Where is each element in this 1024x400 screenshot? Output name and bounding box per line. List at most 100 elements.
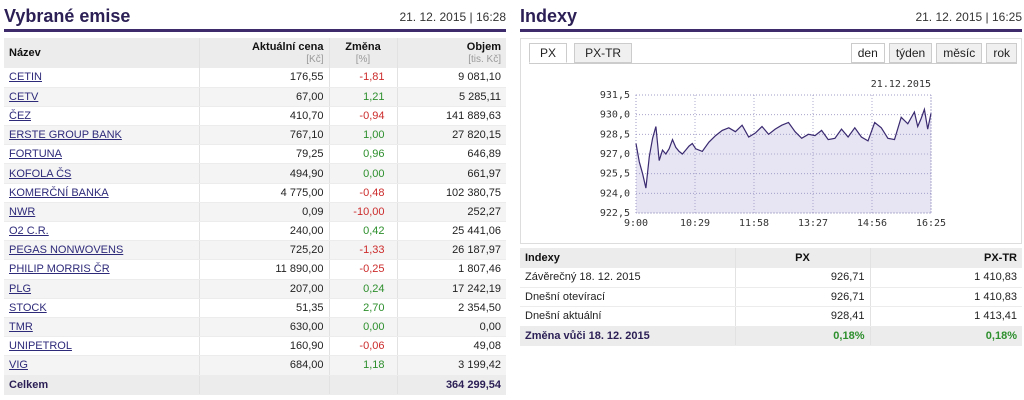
tab-px-tr[interactable]: PX-TR	[574, 43, 633, 63]
price-cell: 4 775,00	[199, 183, 330, 203]
table-row[interactable]: VIG 684,00 1,18 3 199,42	[4, 355, 506, 376]
stock-name-cell: ČEZ	[4, 106, 200, 127]
index-table: Indexy PX PX-TR Závěrečný 18. 12. 2015 92…	[520, 248, 1022, 346]
table-row[interactable]: O2 C.R. 240,00 0,42 25 441,06	[4, 221, 506, 242]
stock-name-cell: NWR	[4, 202, 200, 223]
change-cell: -1,33	[329, 240, 398, 261]
chart-frame	[635, 94, 932, 214]
stock-name-cell: KOMERČNÍ BANKA	[4, 183, 200, 203]
stock-link[interactable]: TMR	[9, 321, 33, 334]
range-tyden-button[interactable]: týden	[888, 43, 933, 63]
emise-table-header: Název Aktuální cena [Kč] Změna [%] Objem…	[4, 38, 506, 68]
stock-link[interactable]: CETIN	[9, 71, 42, 84]
stock-link[interactable]: NWR	[9, 205, 36, 218]
stock-link[interactable]: ČEZ	[9, 109, 31, 122]
table-row[interactable]: TMR 630,00 0,00 0,00	[4, 317, 506, 338]
col-change-label: Změna	[345, 41, 381, 53]
table-row: Závěrečný 18. 12. 2015 926,71 1 410,83	[520, 267, 1022, 288]
table-row[interactable]: UNIPETROL 160,90 -0,06 49,08	[4, 336, 506, 357]
y-tick-label: 922,5	[600, 208, 630, 219]
emise-total-row: Celkem 364 299,54	[4, 375, 506, 395]
idx-col-px-header: PX	[735, 248, 871, 268]
px-intraday-chart: 922,5 924,0 925,5 927,0 928,5 930,0 931,5 9:00 1…	[600, 79, 946, 229]
col-price-label: Aktuální cena	[251, 41, 324, 53]
table-row[interactable]: PLG 207,00 0,24 17 242,19	[4, 279, 506, 299]
stock-link[interactable]: CETV	[9, 90, 39, 103]
x-tick-label: 16:25	[916, 218, 946, 229]
x-tick-label: 11:58	[739, 218, 769, 229]
change-cell: -0,06	[329, 336, 398, 357]
col-change-unit: [%]	[355, 54, 371, 65]
col-change-header[interactable]: Změna [%]	[329, 38, 398, 68]
px-series-line	[635, 107, 932, 189]
table-row[interactable]: NWR 0,09 -10,00 252,27	[4, 202, 506, 223]
price-cell: 725,20	[199, 240, 330, 261]
range-den-button[interactable]: den	[850, 43, 885, 63]
volume-cell: 2 354,50	[397, 298, 506, 318]
idx-change-px: 0,18%	[735, 326, 871, 346]
idx-row-px: 928,41	[735, 306, 871, 327]
stock-link[interactable]: VIG	[9, 359, 28, 372]
tab-px[interactable]: PX	[529, 43, 568, 63]
emise-table: Název Aktuální cena [Kč] Změna [%] Objem…	[4, 38, 506, 395]
stock-link[interactable]: KOMERČNÍ BANKA	[9, 186, 109, 199]
idx-row-px: 926,71	[735, 267, 871, 288]
stock-name-cell: CETIN	[4, 68, 200, 88]
volume-cell: 17 242,19	[397, 279, 506, 299]
chart-area-fill	[636, 109, 931, 213]
change-cell: 0,00	[329, 163, 398, 184]
price-cell: 176,55	[199, 68, 330, 88]
volume-cell: 1 807,46	[397, 259, 506, 280]
price-cell: 207,00	[199, 279, 330, 299]
range-selector: den týden měsíc rok	[850, 43, 1017, 63]
col-volume-unit: [tis. Kč]	[468, 54, 501, 65]
stock-link[interactable]: STOCK	[9, 301, 47, 314]
idx-row-pxtr: 1 413,41	[870, 306, 1022, 327]
table-row[interactable]: PHILIP MORRIS ČR 11 890,00 -0,25 1 807,46	[4, 259, 506, 280]
y-tick-label: 930,0	[600, 110, 630, 121]
col-price-header[interactable]: Aktuální cena [Kč]	[199, 38, 330, 68]
table-row[interactable]: CETV 67,00 1,21 5 285,11	[4, 87, 506, 107]
table-row[interactable]: ERSTE GROUP BANK 767,10 1,00 27 820,15	[4, 125, 506, 146]
range-mesic-button[interactable]: měsíc	[936, 43, 983, 63]
col-volume-label: Objem	[466, 41, 501, 53]
table-row[interactable]: PEGAS NONWOVENS 725,20 -1,33 26 187,97	[4, 240, 506, 261]
idx-row-pxtr: 1 410,83	[870, 267, 1022, 288]
table-row[interactable]: CETIN 176,55 -1,81 9 081,10	[4, 68, 506, 88]
stock-link[interactable]: ERSTE GROUP BANK	[9, 129, 122, 142]
idx-change-label: Změna vůči 18. 12. 2015	[520, 326, 736, 346]
stock-link[interactable]: PHILIP MORRIS ČR	[9, 263, 110, 276]
stock-name-cell: ERSTE GROUP BANK	[4, 125, 200, 146]
stock-link[interactable]: O2 C.R.	[9, 225, 49, 238]
table-row[interactable]: KOFOLA ČS 494,90 0,00 661,97	[4, 163, 506, 184]
stock-name-cell: TMR	[4, 317, 200, 338]
y-tick-label: 924,0	[600, 188, 630, 199]
y-tick-label: 928,5	[600, 129, 630, 140]
table-row[interactable]: STOCK 51,35 2,70 2 354,50	[4, 298, 506, 318]
table-row: Dnešní otevírací 926,71 1 410,83	[520, 287, 1022, 307]
range-rok-button[interactable]: rok	[986, 43, 1017, 63]
col-name-header[interactable]: Název	[4, 38, 200, 68]
stock-name-cell: O2 C.R.	[4, 221, 200, 242]
volume-cell: 3 199,42	[397, 355, 506, 376]
stock-link[interactable]: FORTUNA	[9, 148, 62, 161]
price-cell: 11 890,00	[199, 259, 330, 280]
stock-link[interactable]: PLG	[9, 282, 32, 295]
index-table-header: Indexy PX PX-TR	[520, 248, 1022, 268]
stock-link[interactable]: KOFOLA ČS	[9, 167, 72, 180]
volume-cell: 9 081,10	[397, 68, 506, 88]
volume-cell: 141 889,63	[397, 106, 506, 127]
price-cell: 630,00	[199, 317, 330, 338]
table-row: Dnešní aktuální 928,41 1 413,41	[520, 306, 1022, 327]
volume-cell: 5 285,11	[397, 87, 506, 107]
change-cell: 1,21	[329, 87, 398, 107]
table-row[interactable]: FORTUNA 79,25 0,96 646,89	[4, 144, 506, 165]
total-price	[199, 375, 330, 395]
table-row[interactable]: ČEZ 410,70 -0,94 141 889,63	[4, 106, 506, 127]
stock-link[interactable]: PEGAS NONWOVENS	[9, 244, 124, 257]
col-volume-header[interactable]: Objem [tis. Kč]	[397, 38, 506, 68]
stock-name-cell: PEGAS NONWOVENS	[4, 240, 200, 261]
table-row[interactable]: KOMERČNÍ BANKA 4 775,00 -0,48 102 380,75	[4, 183, 506, 203]
stock-link[interactable]: UNIPETROL	[9, 340, 72, 353]
change-cell: 0,24	[329, 279, 398, 299]
